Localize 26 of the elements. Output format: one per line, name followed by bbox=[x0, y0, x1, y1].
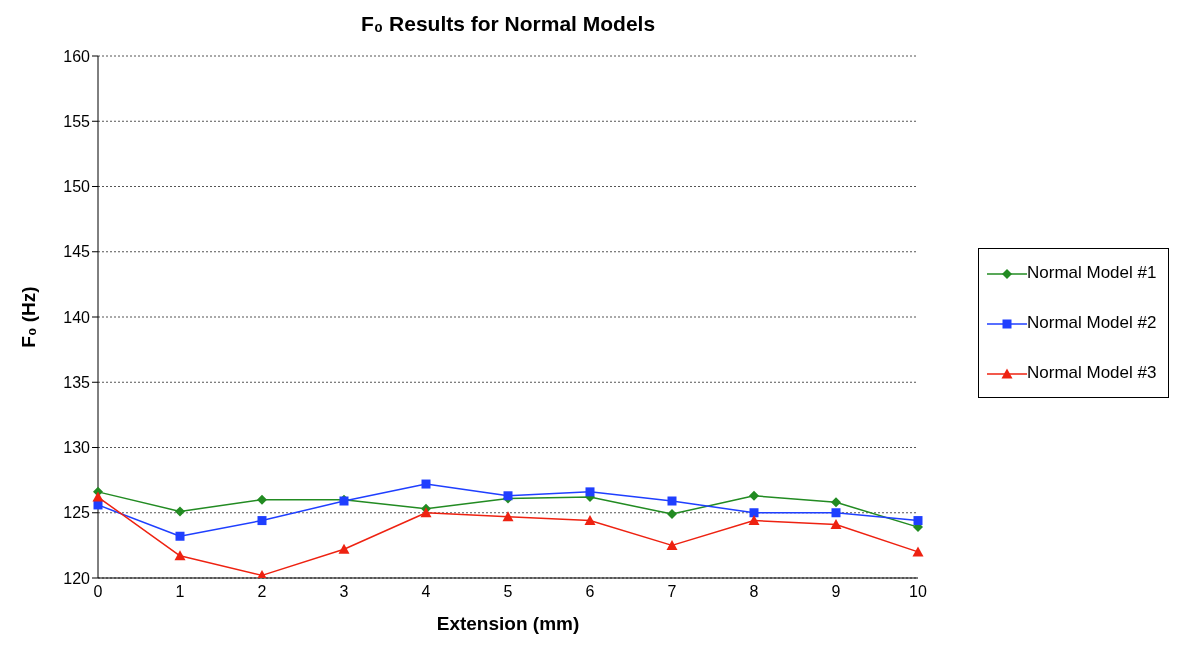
x-tick-label: 8 bbox=[749, 583, 759, 601]
y-tick-label: 145 bbox=[63, 243, 91, 261]
y-tick-label: 160 bbox=[63, 47, 91, 65]
y-tick-label: 120 bbox=[63, 569, 91, 587]
x-tick-label: 1 bbox=[175, 583, 185, 601]
x-tick-label: 0 bbox=[93, 583, 103, 601]
x-tick-label: 6 bbox=[585, 583, 595, 601]
x-tick-label: 7 bbox=[667, 583, 677, 601]
legend-label: Normal Model #2 bbox=[1027, 313, 1157, 332]
y-tick-label: 125 bbox=[63, 504, 91, 522]
x-tick-label: 3 bbox=[339, 583, 349, 601]
y-tick-label: 140 bbox=[63, 308, 91, 326]
legend-label: Normal Model #3 bbox=[1027, 363, 1157, 382]
legend-label: Normal Model #1 bbox=[1027, 263, 1157, 282]
x-tick-label: 5 bbox=[503, 583, 513, 601]
x-axis-title: Extension (mm) bbox=[436, 613, 580, 634]
y-tick-label: 150 bbox=[63, 178, 91, 196]
x-tick-label: 9 bbox=[831, 583, 841, 601]
y-tick-label: 155 bbox=[63, 112, 91, 130]
x-tick-label: 2 bbox=[257, 583, 267, 601]
y-tick-label: 130 bbox=[63, 439, 91, 457]
y-axis-title: F₀ (Hz) bbox=[17, 286, 39, 348]
x-tick-label: 10 bbox=[909, 583, 927, 601]
chart-title: F₀ Results for Normal Models bbox=[359, 12, 657, 36]
y-tick-label: 135 bbox=[63, 373, 91, 391]
x-tick-label: 4 bbox=[421, 583, 431, 601]
